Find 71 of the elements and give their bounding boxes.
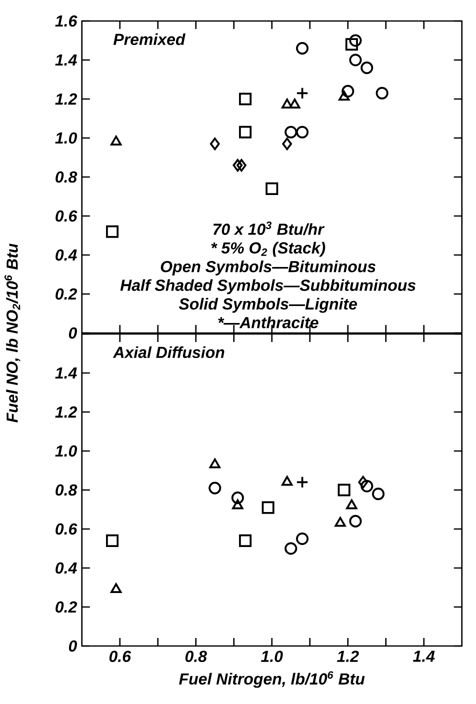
point [296, 126, 309, 138]
x-tick-label: 1.4 [413, 650, 435, 662]
point [232, 159, 243, 172]
point [338, 90, 350, 101]
point [296, 42, 309, 55]
x-axis-title: Fuel Nitrogen, lb/10$^{6}$ Btu [179, 671, 365, 688]
point [106, 534, 119, 547]
point [349, 34, 362, 47]
y-tick-label: 0.4 [56, 562, 77, 574]
point [284, 542, 298, 555]
y-tick-label: 1.0 [55, 445, 78, 457]
x-tick-label: 1.2 [337, 650, 359, 662]
annotation: * 5% O$_{2}$ (Stack) [211, 242, 326, 257]
point [289, 98, 300, 108]
point [208, 482, 222, 494]
y-tick-label: 1.2 [55, 406, 78, 418]
point [239, 126, 252, 138]
point [209, 458, 220, 468]
point [231, 492, 244, 504]
y-axis-title: Fuel NO, lb NO$_{2}$/10$^{6}$ Btu [4, 244, 20, 422]
annotation: Open Symbols—Bituminous [160, 260, 376, 276]
y-tick-label: 1.6 [55, 15, 78, 27]
y-tick-label: 0.8 [56, 484, 78, 496]
x-tick-label: 0.8 [185, 650, 208, 662]
point [360, 62, 374, 74]
annotation: Half Shaded Symbols—Subbituminous [120, 279, 416, 294]
y-tick-label: 0.2 [56, 288, 78, 300]
y-tick-label: 0.8 [56, 171, 78, 183]
point [239, 534, 252, 547]
point [282, 98, 293, 108]
text: Premixed [114, 33, 186, 46]
y-tick-label: 1.4 [55, 54, 77, 66]
point [210, 138, 220, 150]
y-tick-label: 1.0 [55, 132, 78, 144]
point [266, 182, 278, 195]
y-tick-label: 0.2 [56, 601, 78, 613]
y-tick-label: 0.4 [56, 249, 77, 261]
point [338, 484, 350, 496]
point [346, 499, 358, 510]
x-tick-label: 0.6 [109, 650, 132, 662]
annotation: *—Anthracite [218, 316, 318, 328]
point [349, 54, 362, 66]
point [110, 136, 122, 146]
point [262, 501, 274, 514]
y-tick-label: 0 [69, 327, 78, 339]
point [358, 476, 368, 488]
y-tick-label: 0 [69, 640, 78, 652]
y-tick-label: 0.6 [56, 523, 78, 535]
text: Axial Diffusion [112, 346, 224, 358]
annotation: 70 x 10$^{3}$ Btu/hr [213, 222, 325, 236]
y-tick-label: 1.2 [55, 93, 78, 105]
point [372, 488, 385, 500]
point [345, 38, 358, 51]
point [334, 516, 346, 527]
point [349, 514, 362, 528]
y-tick-label: 1.4 [55, 368, 77, 379]
point [376, 86, 388, 100]
point [296, 532, 309, 546]
annotation: Solid Symbols—Lignite [178, 298, 358, 313]
point [282, 476, 293, 486]
point [106, 225, 119, 238]
point [284, 126, 298, 138]
point [236, 159, 246, 172]
point [239, 92, 252, 106]
point [282, 138, 292, 150]
point [342, 84, 354, 98]
y-tick-label: 0.6 [56, 210, 78, 222]
point [360, 480, 374, 492]
x-tick-label: 1.0 [261, 650, 283, 662]
point [232, 499, 244, 510]
point [110, 583, 122, 594]
